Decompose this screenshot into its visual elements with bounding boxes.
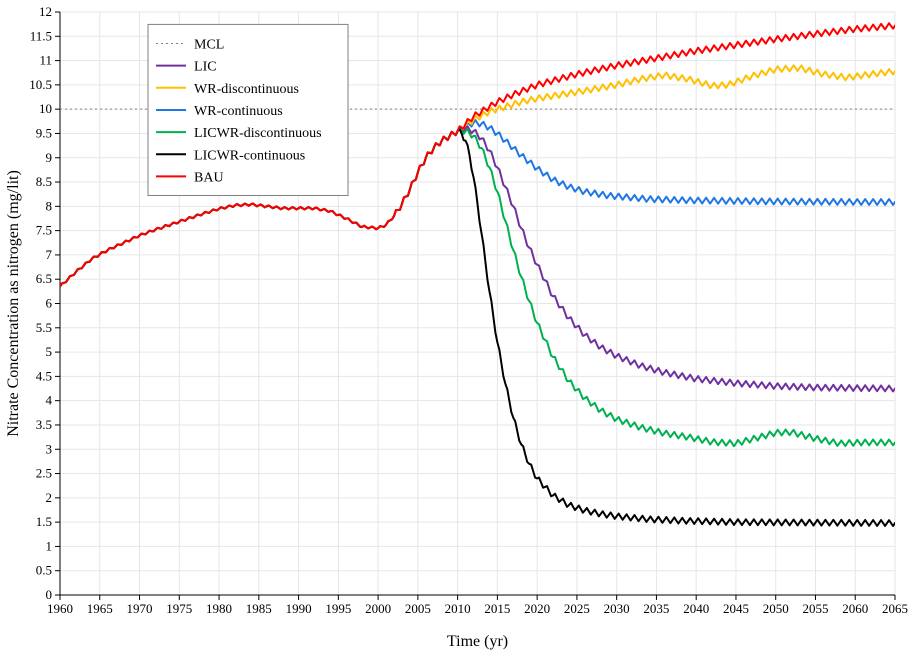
y-tick-label: 9.5	[36, 125, 52, 140]
x-tick-label: 1965	[87, 601, 113, 616]
y-tick-label: 0.5	[36, 563, 52, 578]
x-tick-label: 2030	[604, 601, 630, 616]
y-tick-label: 9	[46, 150, 53, 165]
y-tick-label: 3.5	[36, 417, 52, 432]
x-tick-label: 2060	[842, 601, 868, 616]
x-axis-label: Time (yr)	[447, 633, 508, 650]
legend-label: WR-continuous	[194, 104, 283, 119]
x-tick-label: 2000	[365, 601, 391, 616]
y-tick-label: 2.5	[36, 466, 52, 481]
legend-label: LICWR-discontinuous	[194, 126, 322, 141]
legend-label: BAU	[194, 170, 224, 185]
y-tick-label: 2	[46, 490, 53, 505]
y-tick-label: 7.5	[36, 223, 52, 238]
nitrate-chart: 1960196519701975198019851990199520002005…	[0, 0, 909, 660]
legend-label: WR-discontinuous	[194, 82, 299, 97]
y-axis-label: Nitrate Concentration as nitrogen (mg/li…	[5, 170, 22, 437]
y-tick-label: 0	[46, 587, 53, 602]
x-tick-label: 1970	[127, 601, 153, 616]
y-tick-label: 11.5	[30, 28, 52, 43]
y-tick-label: 1.5	[36, 514, 52, 529]
x-tick-label: 1985	[246, 601, 272, 616]
y-tick-label: 10	[39, 101, 52, 116]
y-tick-label: 4.5	[36, 368, 52, 383]
y-tick-label: 4	[46, 393, 53, 408]
x-tick-label: 1960	[47, 601, 73, 616]
x-tick-label: 1975	[166, 601, 192, 616]
x-tick-label: 2045	[723, 601, 749, 616]
y-tick-label: 8.5	[36, 174, 52, 189]
y-tick-label: 11	[39, 53, 52, 68]
legend: MCLLICWR-discontinuousWR-continuousLICWR…	[148, 24, 348, 195]
legend-label: MCL	[194, 37, 224, 52]
x-tick-label: 2040	[683, 601, 709, 616]
y-tick-label: 6.5	[36, 271, 52, 286]
x-tick-label: 2015	[484, 601, 510, 616]
chart-svg: 1960196519701975198019851990199520002005…	[0, 0, 909, 660]
x-tick-label: 2050	[763, 601, 789, 616]
y-tick-label: 5	[46, 344, 53, 359]
x-tick-label: 2065	[882, 601, 908, 616]
x-tick-label: 2005	[405, 601, 431, 616]
y-tick-label: 8	[46, 198, 53, 213]
legend-label: LIC	[194, 60, 217, 75]
x-tick-label: 1980	[206, 601, 232, 616]
legend-label: LICWR-continuous	[194, 148, 305, 163]
y-tick-label: 6	[46, 296, 53, 311]
y-tick-label: 5.5	[36, 320, 52, 335]
x-tick-label: 2035	[643, 601, 669, 616]
y-tick-label: 1	[46, 538, 53, 553]
x-tick-label: 1990	[286, 601, 312, 616]
x-tick-label: 1995	[325, 601, 351, 616]
y-tick-label: 7	[46, 247, 53, 262]
y-tick-label: 12	[39, 4, 52, 19]
x-tick-label: 2025	[564, 601, 590, 616]
x-tick-label: 2055	[802, 601, 828, 616]
x-tick-label: 2020	[524, 601, 550, 616]
x-tick-label: 2010	[445, 601, 471, 616]
y-tick-label: 3	[46, 441, 53, 456]
y-tick-label: 10.5	[29, 77, 52, 92]
